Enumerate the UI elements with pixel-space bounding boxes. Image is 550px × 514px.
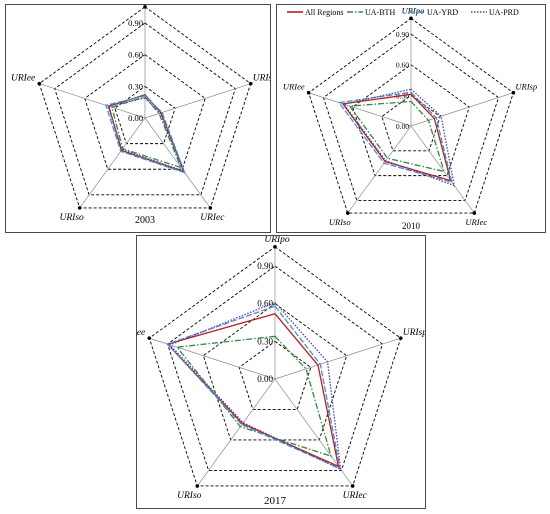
year-label: 2010 — [402, 221, 421, 231]
radar-chart-2017: 0.90 0.60 0.30 0.00 URIpo URIsp URIec URIso URIe… — [137, 236, 425, 507]
axis-label-URIsp: URIsp — [403, 328, 425, 338]
radar-panel-2017: 0.90 0.60 0.30 0.00 URIpo URIsp URIec URIso URIe… — [136, 235, 426, 509]
spoke-end-dot — [398, 336, 403, 340]
series-ua-yrd — [166, 305, 341, 470]
grid-ring-0.90 — [54, 22, 236, 196]
series-ua-bth — [175, 335, 333, 458]
axis-label-URIpo: URIpo — [264, 236, 290, 245]
grid-ring-0.30 — [381, 94, 441, 152]
grid-ring-0.60 — [84, 54, 206, 170]
grid-ring-0.90 — [167, 265, 383, 471]
axis-label-URIpo: URIpo — [402, 5, 425, 15]
axis-label-URIso: URIso — [177, 491, 202, 501]
radar-chart-2003: 0.900.600.300.00URIpoURIspURIecURIsoURIe… — [11, 5, 270, 226]
series-all-regions — [341, 93, 452, 182]
tick-label: 0.90 — [257, 261, 273, 271]
spoke-URIsp — [274, 337, 401, 380]
grid-ring-0.30 — [238, 340, 312, 410]
radar-chart-2010: 0.900.600.300.00URIpoURIspURIecURIsoURIe… — [283, 5, 537, 231]
spoke-end-dot — [77, 206, 82, 210]
axis-label-URIee: URIee — [11, 74, 35, 84]
spoke-end-dot — [511, 90, 516, 95]
tick-label: 0.00 — [128, 113, 143, 123]
spoke-end-dot — [345, 211, 350, 215]
tick-label: 0.30 — [257, 336, 273, 346]
outer-frame — [308, 17, 514, 214]
series-ua-bth — [111, 96, 183, 169]
year-label: 2017 — [264, 495, 287, 507]
tick-label: 0.00 — [396, 122, 409, 131]
legend-label: All Regions — [305, 8, 343, 17]
spoke-URIso — [79, 117, 146, 209]
radar-panel-2010: 0.90 0.60 0.30 0.00 URIpo URIsp URIec URIso URIe… — [276, 4, 546, 233]
legend-label: UA-BTH — [365, 8, 395, 17]
spoke-URIso — [347, 125, 412, 214]
spoke-end-dot — [248, 81, 253, 86]
spoke-end-dot — [195, 484, 200, 488]
tick-label: 0.90 — [128, 18, 143, 28]
grid-ring-0.90 — [322, 33, 500, 201]
spoke-URIec — [144, 117, 211, 209]
spoke-URIee — [39, 83, 146, 119]
axis-label-URIec: URIec — [200, 213, 225, 223]
tick-label: 0.00 — [257, 374, 273, 384]
outer-frame — [38, 6, 252, 209]
spoke-end-dot — [37, 81, 42, 86]
spoke-end-dot — [208, 206, 213, 210]
tick-label: 0.60 — [128, 50, 143, 60]
spoke-URIec — [410, 125, 475, 214]
axis-label-URIee: URIee — [137, 328, 145, 338]
axis-label-URIec: URIec — [343, 491, 368, 501]
spoke-URIee — [308, 92, 412, 127]
series-ua-yrd — [337, 91, 453, 184]
series-ua-prd — [168, 301, 342, 471]
axis-label-URIee: URIee — [283, 82, 305, 92]
axis-label-URIec: URIec — [465, 217, 487, 227]
spoke-end-dot — [147, 336, 152, 340]
outer-frame — [148, 246, 402, 487]
axis-label-URIsp: URIsp — [515, 82, 537, 92]
spoke-end-dot — [306, 90, 311, 95]
tick-label: 0.60 — [257, 299, 273, 309]
tick-label: 0.90 — [396, 30, 409, 39]
series-all-regions — [166, 312, 340, 468]
spoke-end-dot — [143, 5, 147, 9]
spoke-end-dot — [472, 211, 477, 215]
axis-label-URIso: URIso — [60, 213, 85, 223]
axis-label-URIso: URIso — [329, 217, 351, 227]
legend-label: UA-YRD — [427, 8, 458, 17]
radar-panel-2003: 0.900.600.300.00URIpoURIspURIecURIsoURIe… — [5, 4, 271, 233]
spoke-URIsp — [144, 83, 251, 119]
series-ua-yrd — [105, 95, 186, 174]
spoke-end-dot — [409, 16, 413, 21]
tick-label: 0.60 — [396, 61, 409, 70]
spoke-URIso — [197, 378, 276, 487]
spoke-end-dot — [273, 244, 277, 249]
axis-label-URIsp: URIsp — [253, 74, 270, 84]
series-ua-prd — [342, 88, 456, 187]
series-ua-bth — [348, 100, 445, 173]
spoke-end-dot — [350, 484, 355, 488]
series-ua-prd — [107, 97, 185, 173]
tick-label: 0.30 — [128, 81, 143, 91]
year-label: 2003 — [135, 215, 155, 226]
legend-label: UA-PRD — [489, 8, 519, 17]
